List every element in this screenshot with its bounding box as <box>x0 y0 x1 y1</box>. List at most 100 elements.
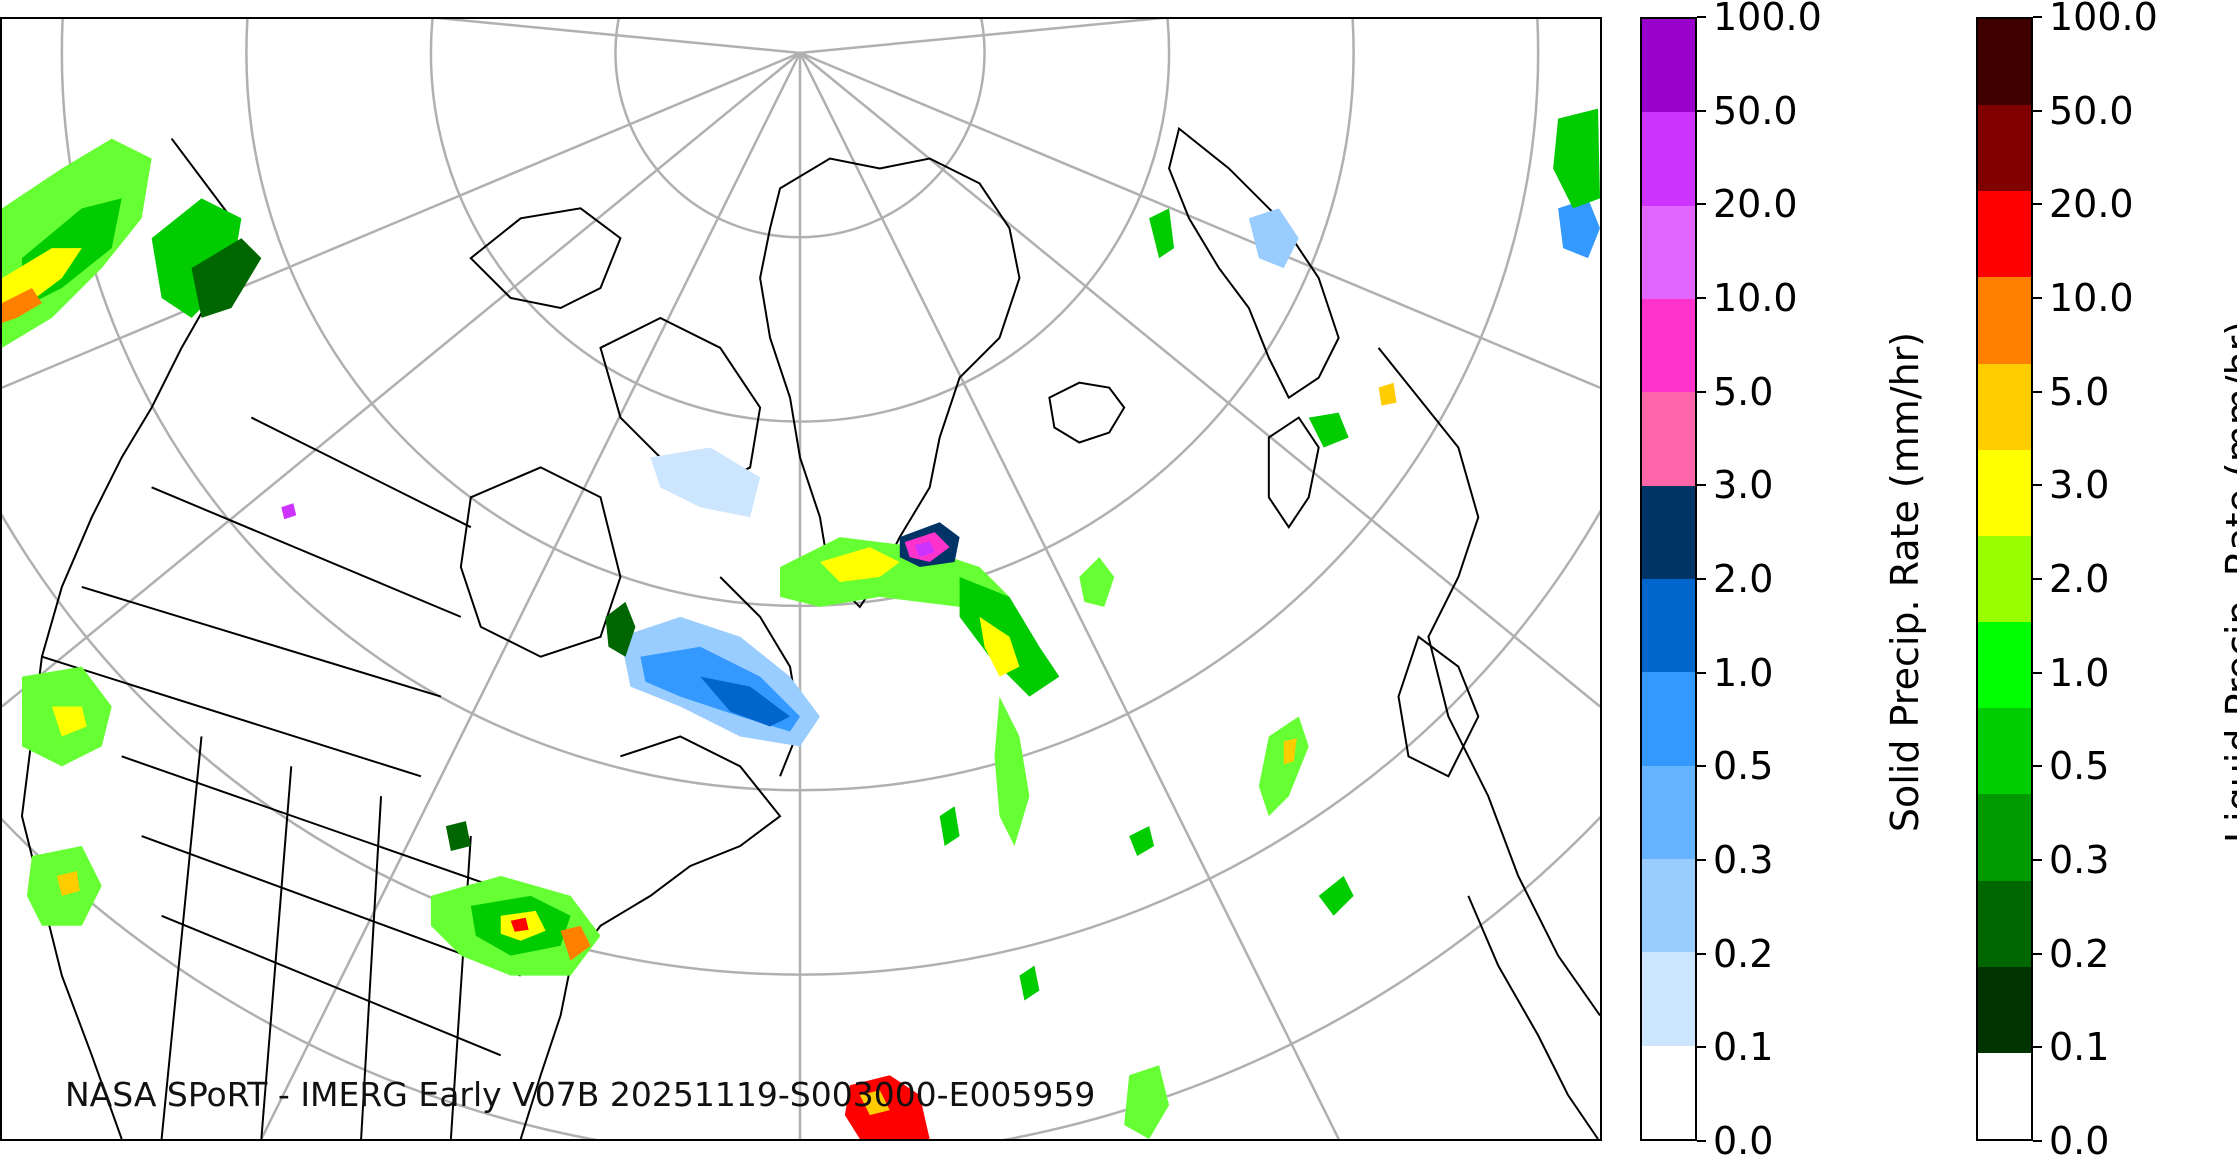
solid-colorbar-segment <box>1642 1045 1695 1139</box>
baffin-island <box>599 316 762 489</box>
tick-label: 1.0 <box>1713 650 1774 695</box>
arctic-islands <box>469 207 622 310</box>
tick-label: 0.0 <box>1713 1119 1774 1163</box>
precip-liquid-patch <box>1079 557 1115 607</box>
province-boundary <box>41 655 422 778</box>
tick-label: 0.5 <box>2049 744 2110 789</box>
tick-label: 0.2 <box>1713 931 1774 976</box>
solid-colorbar-segment <box>1642 672 1695 766</box>
state-boundary <box>141 835 522 977</box>
precipitation-patches <box>2 108 1600 1139</box>
tick-mark <box>2033 1046 2042 1049</box>
tick-mark <box>2033 671 2042 674</box>
solid-precip-ticks: 0.0 0.1 0.2 0.3 0.5 1.0 2.0 3.0 5.0 10.0 20.0 50.0 1… <box>1697 0 1897 1163</box>
liquid-precip-colorbar-title: Liquid Precip. Rate (mm/hr) <box>2218 320 2237 844</box>
meridian <box>799 19 1165 55</box>
solid-colorbar-segment <box>1642 485 1695 580</box>
precip-liquid-patch <box>56 870 80 896</box>
precip-solid-patch <box>1248 208 1299 269</box>
iceland-coast <box>1048 381 1126 444</box>
solid-colorbar-segment <box>1642 952 1695 1046</box>
precip-liquid-patch <box>1553 108 1600 209</box>
liquid-colorbar-segment <box>1978 1052 2031 1139</box>
tick-label: 0.2 <box>2049 931 2110 976</box>
solid-colorbar-segment <box>1642 392 1695 486</box>
tick-label: 20.0 <box>2049 182 2134 227</box>
meridian <box>2 51 801 389</box>
tick-mark <box>2033 859 2042 861</box>
precip-solid-patch <box>1558 198 1600 259</box>
precip-liquid-patch <box>605 601 636 657</box>
greenland-coast <box>759 157 1021 609</box>
hudson-bay <box>459 466 622 658</box>
tick-mark <box>1697 859 1706 861</box>
solid-precip-colorbar <box>1640 17 1697 1141</box>
africa-coast <box>1467 895 1599 1139</box>
solid-precip-colorbar-title: Solid Precip. Rate (mm/hr) <box>1883 331 1927 833</box>
precip-liquid-patch <box>191 238 262 318</box>
meridian <box>799 51 1600 389</box>
tick-mark <box>2033 952 2042 955</box>
tick-label: 1.0 <box>2049 650 2110 695</box>
precip-solid-patch <box>700 676 791 727</box>
tick-label: 0.3 <box>1713 838 1774 882</box>
precip-liquid-patch <box>1124 1065 1170 1139</box>
tick-label: 5.0 <box>1713 369 1774 414</box>
tick-mark <box>2033 390 2042 393</box>
map-canvas <box>2 19 1600 1139</box>
solid-colorbar-segment <box>1642 19 1695 113</box>
solid-colorbar-segment <box>1642 299 1695 393</box>
tick-label: 0.5 <box>1713 744 1774 789</box>
precip-liquid-patch <box>979 616 1020 677</box>
tick-mark <box>1697 765 1706 768</box>
tick-mark <box>1697 1046 1706 1049</box>
liquid-colorbar-segment <box>1978 363 2031 450</box>
graticule <box>2 19 1600 1139</box>
precip-liquid-patch <box>859 1090 890 1116</box>
tick-label: 50.0 <box>1713 88 1798 133</box>
precip-solid-patch <box>281 503 297 520</box>
liquid-colorbar-segment <box>1978 966 2031 1053</box>
tick-mark <box>1697 1140 1706 1142</box>
precip-liquid-patch <box>445 821 471 852</box>
solid-colorbar-segment <box>1642 205 1695 300</box>
british-isles <box>1267 416 1320 529</box>
tick-mark <box>2033 765 2042 768</box>
precip-liquid-patch <box>1378 382 1397 406</box>
precip-liquid-patch <box>939 806 960 847</box>
state-boundary <box>360 796 383 1139</box>
state-boundary <box>161 914 502 1057</box>
tick-label: 5.0 <box>2049 369 2110 414</box>
solid-colorbar-segment <box>1642 859 1695 953</box>
precip-liquid-patch <box>819 547 900 582</box>
tick-label: 10.0 <box>2049 276 2134 320</box>
tick-label: 0.1 <box>2049 1025 2110 1070</box>
precipitation-map: NASA SPoRT - IMERG Early V07B 20251119-S… <box>0 17 1602 1141</box>
tick-label: 3.0 <box>2049 463 2110 508</box>
tick-label: 100.0 <box>2049 0 2158 39</box>
tick-label: 0.3 <box>2049 838 2110 882</box>
precip-solid-patch <box>650 447 761 518</box>
liquid-colorbar-segment <box>1978 794 2031 881</box>
state-boundary <box>121 755 522 897</box>
tick-mark <box>2033 484 2042 487</box>
tick-mark <box>1697 671 1706 674</box>
tick-mark <box>1697 390 1706 393</box>
iberia-coast <box>1397 635 1480 778</box>
liquid-colorbar-segment <box>1978 191 2031 278</box>
data-source-credit: NASA SPoRT - IMERG Early V07B 20251119-S… <box>65 1075 1096 1114</box>
precip-liquid-patch <box>780 537 1010 607</box>
meridian <box>435 19 801 55</box>
tick-label: 2.0 <box>1713 557 1774 601</box>
tick-mark <box>1697 109 1706 112</box>
precip-liquid-patch <box>2 288 42 323</box>
tick-mark <box>1697 952 1706 955</box>
solid-colorbar-segment <box>1642 112 1695 206</box>
precip-liquid-patch <box>994 696 1030 847</box>
precip-liquid-patch <box>1308 412 1349 448</box>
tick-mark <box>2033 1140 2042 1142</box>
meridian <box>799 51 1600 708</box>
liquid-colorbar-segment <box>1978 535 2031 623</box>
solid-colorbar-segment <box>1642 579 1695 673</box>
precip-liquid-patch <box>1318 875 1354 916</box>
